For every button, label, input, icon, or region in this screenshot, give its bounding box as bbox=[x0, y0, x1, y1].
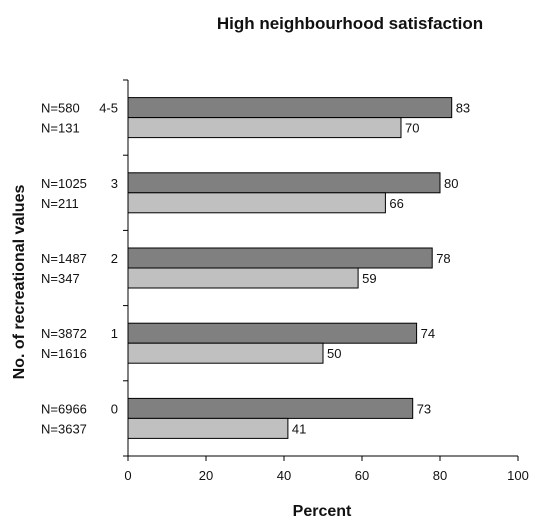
bar-series2 bbox=[127, 417, 289, 439]
n-label: N=131 bbox=[41, 121, 80, 136]
bar-series1 bbox=[127, 172, 441, 194]
bar-series2 bbox=[127, 342, 324, 364]
category-label: 0 bbox=[111, 401, 118, 416]
y-axis-label: No. of recreational values bbox=[11, 185, 28, 380]
data-label: 74 bbox=[421, 326, 435, 341]
data-label: 83 bbox=[456, 101, 470, 116]
x-tick-label: 40 bbox=[277, 468, 291, 483]
data-label: 66 bbox=[389, 196, 403, 211]
category-label: 2 bbox=[111, 251, 118, 266]
category-label: 4-5 bbox=[99, 101, 118, 116]
data-label: 59 bbox=[362, 271, 376, 286]
data-label: 70 bbox=[405, 121, 419, 136]
bar-series2 bbox=[127, 117, 402, 139]
data-label: 41 bbox=[292, 421, 306, 436]
n-label: N=580 bbox=[41, 101, 80, 116]
bar-series2 bbox=[127, 192, 386, 214]
bar-series1 bbox=[127, 397, 414, 419]
x-axis-label: Percent bbox=[293, 503, 352, 520]
data-label: 50 bbox=[327, 346, 341, 361]
n-label: N=6966 bbox=[41, 401, 87, 416]
bar-series2 bbox=[127, 267, 359, 289]
data-label: 78 bbox=[436, 251, 450, 266]
data-label: 80 bbox=[444, 176, 458, 191]
n-label: N=1616 bbox=[41, 346, 87, 361]
n-label: N=1025 bbox=[41, 176, 87, 191]
n-label: N=347 bbox=[41, 271, 80, 286]
data-label: 73 bbox=[417, 401, 431, 416]
category-label: 3 bbox=[111, 176, 118, 191]
n-label: N=1487 bbox=[41, 251, 87, 266]
bar-series1 bbox=[127, 322, 418, 344]
x-tick-label: 80 bbox=[433, 468, 447, 483]
bar-series1 bbox=[127, 97, 453, 119]
x-tick-label: 0 bbox=[124, 468, 131, 483]
bar-series1 bbox=[127, 247, 433, 269]
x-tick-label: 100 bbox=[507, 468, 529, 483]
category-label: 1 bbox=[111, 326, 118, 341]
n-label: N=211 bbox=[41, 196, 79, 211]
n-label: N=3637 bbox=[41, 421, 87, 436]
x-tick-label: 60 bbox=[355, 468, 369, 483]
plot-area: 0 20 40 60 80 10083N=58070N=1314-580N=102566N… bbox=[41, 79, 529, 483]
x-tick-label: 20 bbox=[199, 468, 213, 483]
chart-title: High neighbourhood satisfaction bbox=[217, 14, 483, 33]
n-label: N=3872 bbox=[41, 326, 87, 341]
